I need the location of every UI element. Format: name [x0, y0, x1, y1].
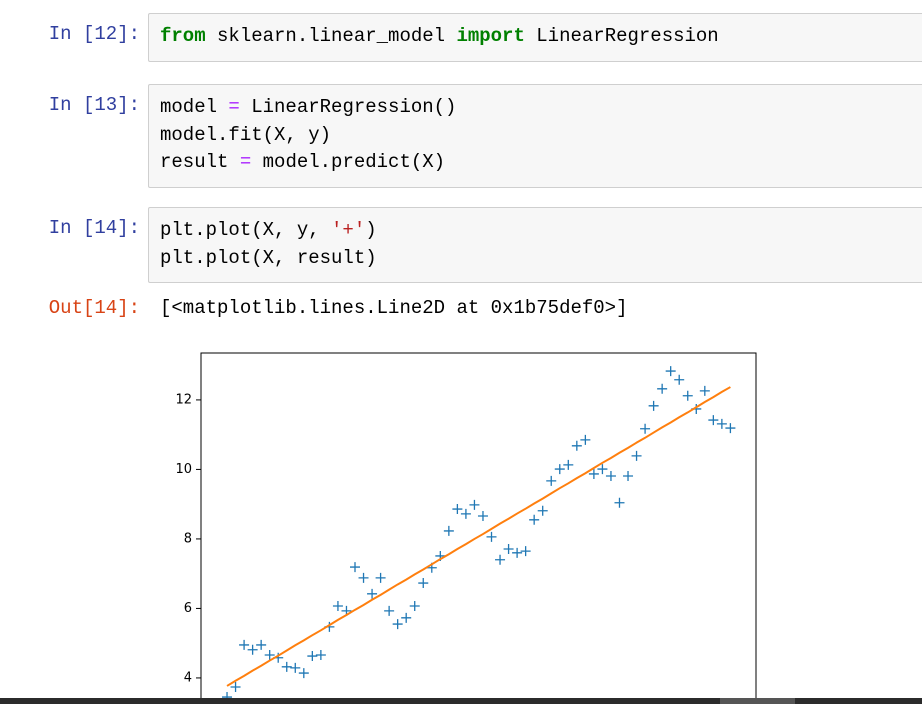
plus-marker: [477, 510, 488, 521]
plus-marker: [256, 639, 267, 650]
code-cell: model = LinearRegression() model.fit(X, y…: [148, 84, 922, 188]
plus-marker: [264, 649, 275, 660]
plus-marker: [537, 505, 548, 516]
plus-marker: [281, 661, 292, 672]
plus-marker: [529, 514, 540, 525]
code-line: plt.plot(X, result): [160, 246, 377, 269]
y-tick-label: 4: [184, 670, 192, 685]
plus-marker: [384, 605, 395, 616]
plus-marker: [699, 385, 710, 396]
plus-marker: [665, 366, 676, 377]
plus-marker: [392, 619, 403, 630]
plus-marker: [682, 390, 693, 401]
plus-marker: [588, 468, 599, 479]
output-text: [<matplotlib.lines.Line2D at 0x1b75def0>…: [160, 297, 628, 319]
plus-marker: [418, 578, 429, 589]
code-line: result = model.predict(X): [160, 151, 446, 173]
code-line: plt.plot(X, y, '+'): [160, 219, 377, 241]
plus-marker: [469, 499, 480, 510]
plus-marker: [315, 649, 326, 660]
scroll-thumb: [720, 698, 795, 704]
plus-marker: [486, 531, 497, 542]
plus-marker: [708, 415, 719, 426]
plus-marker: [546, 475, 557, 486]
taskbar: [0, 698, 922, 704]
out-prompt: Out[14]:: [48, 297, 140, 319]
plus-marker: [520, 546, 531, 557]
plus-marker: [443, 525, 454, 536]
plus-marker: [614, 497, 625, 508]
y-tick-label: 8: [184, 531, 192, 546]
plus-marker: [332, 600, 343, 611]
plus-marker: [580, 434, 591, 445]
code-line: from sklearn.linear_model import LinearR…: [160, 25, 719, 47]
plus-marker: [623, 471, 634, 482]
plus-marker: [409, 600, 420, 611]
plus-marker: [375, 572, 386, 583]
code-line: model = LinearRegression(): [160, 96, 457, 118]
plus-marker: [571, 440, 582, 451]
y-tick-label: 12: [175, 392, 192, 407]
plus-marker: [401, 612, 412, 623]
y-tick-label: 10: [175, 462, 192, 477]
y-tick-label: 6: [184, 601, 192, 616]
plus-marker: [512, 547, 523, 558]
plus-marker: [452, 504, 463, 515]
plus-marker: [247, 644, 258, 655]
plus-marker: [725, 423, 736, 434]
plus-marker: [674, 374, 685, 385]
plus-marker: [460, 508, 471, 519]
plus-marker: [239, 639, 250, 650]
plus-marker: [605, 471, 616, 482]
plus-marker: [631, 450, 642, 461]
plus-marker: [307, 651, 318, 662]
plus-marker: [640, 423, 651, 434]
code-cell: from sklearn.linear_model import LinearR…: [148, 13, 922, 62]
fit-line: [226, 386, 731, 687]
plus-marker: [298, 668, 309, 679]
axes-frame: [200, 352, 757, 704]
plus-marker: [554, 464, 565, 475]
plus-marker: [648, 400, 659, 411]
in-prompt: In [12]:: [48, 23, 140, 45]
plus-marker: [503, 544, 514, 555]
plus-marker: [495, 554, 506, 565]
plus-marker: [358, 572, 369, 583]
code-line: model.fit(X, y): [160, 123, 332, 146]
plus-marker: [597, 464, 608, 475]
code-cell: plt.plot(X, y, '+') plt.plot(X, result): [148, 207, 922, 283]
plus-marker: [350, 562, 361, 573]
plus-marker: [716, 418, 727, 429]
plus-marker: [290, 662, 301, 673]
plus-marker: [230, 681, 241, 692]
in-prompt: In [14]:: [48, 217, 140, 239]
plus-marker: [367, 588, 378, 599]
in-prompt: In [13]:: [48, 94, 140, 116]
plus-marker: [657, 383, 668, 394]
plus-marker: [563, 459, 574, 470]
